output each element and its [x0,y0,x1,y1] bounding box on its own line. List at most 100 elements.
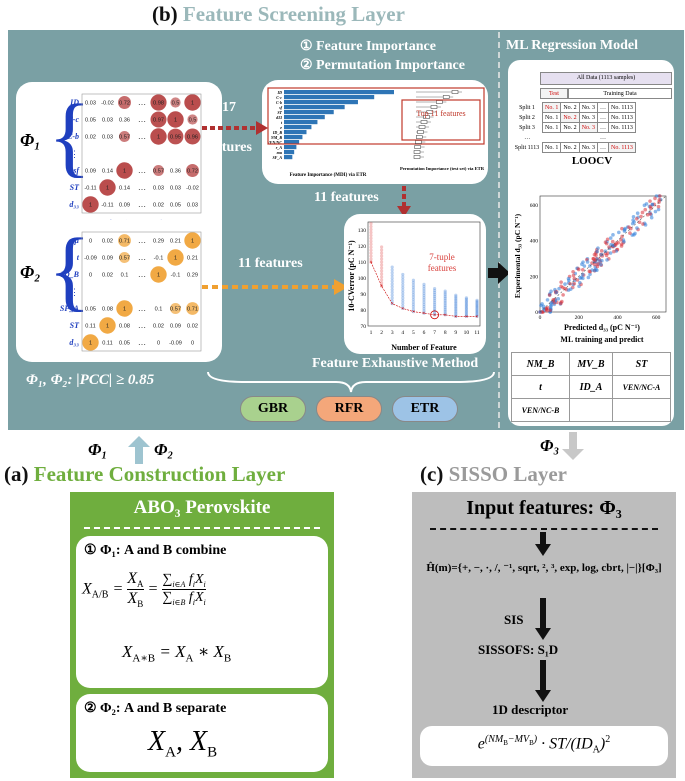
matrix2-value: 1 [191,239,194,245]
matrix1-col-label: d₃₃ [85,218,98,220]
cv-point [454,309,458,314]
scatter-ylabel: Experimental d₃₃ (pC N⁻¹) [513,213,522,298]
up-arrow [128,436,150,464]
cv-point [380,266,384,270]
scatter-point [610,239,615,244]
scatter-point [599,249,604,253]
phi2-up-label: Φ₂ [154,440,174,459]
loocv-label: LOOCV [571,155,613,167]
matrix1-circle [150,94,167,111]
matrix-2: μt ID_B ⋮ SF_A ST d₃₃ 0 0.02 0.71 … 0.29 0.21 1 -0.09… [60,231,202,352]
matrix2-circle [99,317,116,334]
scatter-point [595,268,599,273]
scatter-point [656,207,661,212]
cv-point [443,313,447,317]
cv-point [401,291,405,295]
scatter-point [578,280,582,285]
matrix2-dots: … [138,338,146,347]
scatter-point [637,220,642,225]
sisso-sis: SIS [504,612,524,627]
arrow-11-mid [202,279,348,295]
cv-xtick: 8 [444,330,447,336]
cv-point [443,309,447,313]
mdi-bar [284,110,334,115]
scatter-point [609,242,613,247]
matrix1-value: -0.11 [101,203,113,209]
scatter-point [603,240,608,244]
scatter-point [590,268,594,272]
cv-point [422,282,426,286]
scatter-point [599,252,604,257]
panel-b-heading: (b) Feature Screening Layer [152,2,405,27]
scatter-point [585,260,590,264]
scatter-point [628,231,632,235]
importance-title-1: ① Feature Importance [300,39,436,54]
cv-point [369,248,373,252]
cv-point [443,300,447,304]
matrix1-value: 0.98 [153,101,164,107]
importance-title-2: ② Permutation Importance [300,58,465,73]
mdi-bar [284,135,303,140]
matrix1-value: 0.57 [119,135,130,141]
cv-point [380,257,384,261]
panel-b-title: Feature Screening Layer [182,2,405,26]
cv-point [390,265,394,269]
top11-box [401,99,481,141]
perm-box [415,140,422,144]
split-label: … [524,134,531,141]
top11-frame [267,87,485,145]
cv-point [411,278,415,282]
matrix2-dots: … [138,253,146,262]
matrix2-frame [81,231,202,352]
panel-c-heading: (c) SISSO Layer [420,462,567,487]
scatter-point [611,233,615,237]
matrix2-value: -0.1 [171,273,181,279]
cv-point [454,303,458,307]
cv-ylabel: 10-CVerror (pC N⁻¹) [347,240,356,312]
sisso-arrow-2 [535,598,551,640]
cv-point [454,305,458,309]
matrix2-row-label: SF_A [60,304,80,313]
split-label: Split 1113 [514,144,540,151]
scatter-point [572,276,577,281]
cv-point [390,271,394,275]
matrix1-circle [152,164,165,177]
matrix1-value: 0.5 [172,101,180,107]
exhaustive-caption: Feature Exhaustive Method [312,356,479,371]
cv-point [411,307,415,311]
scatter-point [598,259,602,263]
cv-min-marker: × [401,306,404,312]
perm-box [423,115,430,119]
split-cell: No. 1113 [608,122,636,133]
cv-point [443,302,447,306]
cv-point [390,290,394,294]
perm-box [436,100,443,104]
matrix1-value: 0.03 [170,186,181,192]
mdi-bar [284,90,394,95]
cv-point [475,304,479,309]
mdi-bar [284,120,318,125]
all-data-bar: All Data (1113 samples) [540,72,672,85]
matrix2-value: 0.05 [85,307,96,313]
phi2-label: Φ₂ [20,262,41,282]
perm-box [442,95,450,99]
matrix1-value: 1 [106,186,109,192]
cv-point [475,312,479,316]
sisso-arrow-1 [535,532,551,556]
matrix1-circle [116,162,133,179]
matrix2-value: 1 [123,307,126,313]
scatter-point [576,267,581,272]
arrow-17-features [202,121,268,135]
matrix1-row-label: ST [70,183,80,192]
scatter-point [633,231,637,236]
matrix2-value: 0.29 [187,273,198,279]
matrix1-value: 0.72 [187,169,198,175]
matrix1-value: -0.02 [101,101,114,107]
cv-xtick: 1 [370,330,373,336]
cv-point [401,296,405,300]
cv-point [380,278,384,282]
scatter-point [650,202,655,207]
cv-xtick: 2 [380,330,383,336]
matrix1-circle [186,164,199,177]
scatter-xtick: 200 [575,315,584,321]
